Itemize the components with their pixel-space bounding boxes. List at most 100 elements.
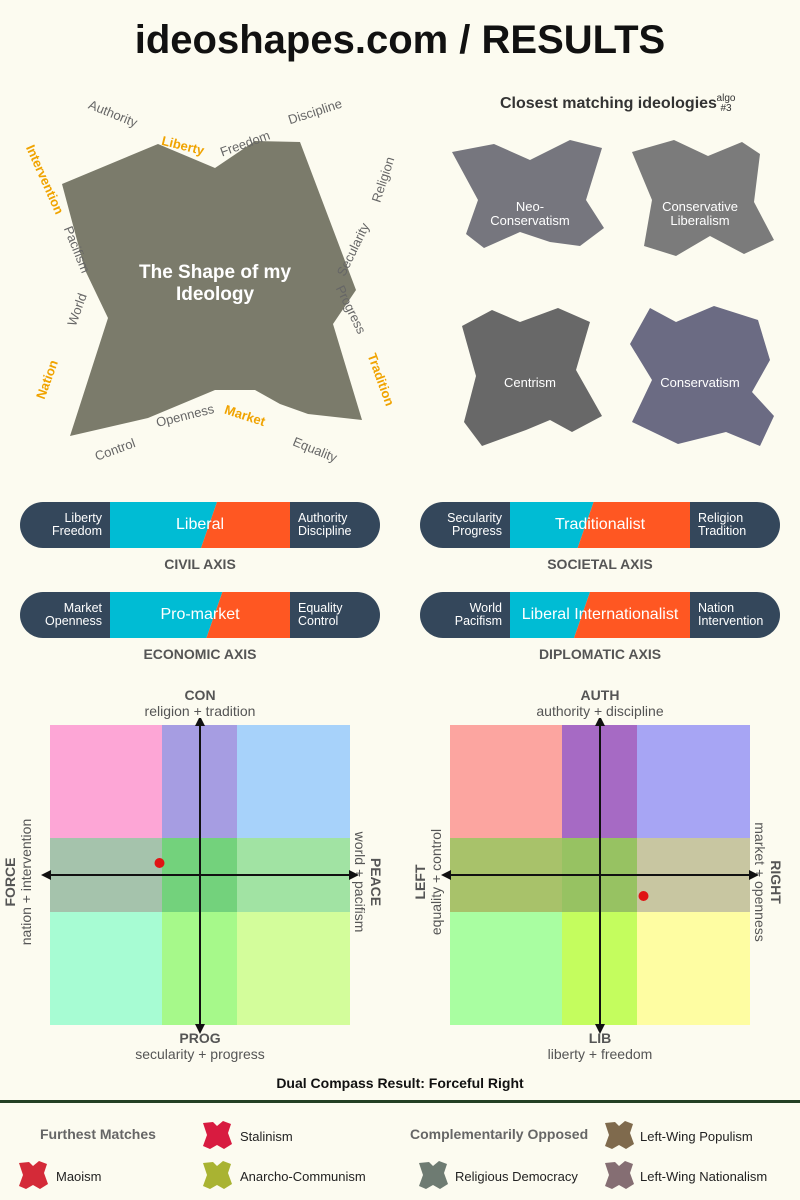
- shape-title-line2: Ideology: [175, 284, 255, 305]
- societal-result-label: Traditionalist: [554, 516, 646, 533]
- compass-cell: [637, 912, 750, 1025]
- diplomatic-right-end: Nation Intervention: [690, 592, 780, 638]
- shape-title-line1: The Shape of my: [138, 262, 292, 283]
- diplomatic-left-end: World Pacifism: [420, 592, 510, 638]
- algo-label: algo #3: [712, 94, 740, 114]
- ideology-mini-shape: [203, 1121, 232, 1149]
- diplomatic-result-label: Liberal Internationalist: [521, 606, 679, 623]
- closest-shape: [632, 140, 774, 256]
- furthest-item-maoism[interactable]: Maoism: [56, 1169, 102, 1184]
- anarcho-communism-icon: [203, 1161, 232, 1189]
- left-wing-populism-icon: [605, 1121, 634, 1149]
- societal-left1: Secularity: [447, 511, 502, 525]
- closest-label-3-l1: Centrism: [503, 375, 556, 390]
- compass1-right-label: PEACE world + pacifism: [352, 732, 384, 1032]
- compass2-left-head: LEFT: [412, 864, 428, 900]
- closest-shapes: [452, 140, 774, 446]
- diplomatic-right2: Intervention: [698, 614, 764, 628]
- closest-shape: [630, 306, 774, 446]
- compass1-top-head: CON: [184, 687, 216, 703]
- compass-arrow-left-icon: [441, 870, 451, 880]
- religious-democracy-icon: [419, 1161, 448, 1189]
- axis-fill-right: [577, 502, 690, 548]
- closest-shape: [452, 140, 604, 248]
- diplomatic-result: Liberal Internationalist: [510, 592, 690, 638]
- stalinism-icon: [203, 1121, 232, 1149]
- axis-fill-right: [206, 592, 290, 638]
- dual-compass-result: Dual Compass Result: Forceful Right: [276, 1075, 524, 1091]
- opposed-item-left-wing-nationalism[interactable]: Left-Wing Nationalism: [640, 1169, 768, 1184]
- maoism-icon: [19, 1161, 48, 1189]
- economic-left1: Market: [63, 601, 102, 615]
- compass-cell: [237, 912, 350, 1025]
- compass2-bottom-head: LIB: [588, 1030, 612, 1046]
- ideology-mini-shape: [419, 1161, 448, 1189]
- economic-result-label: Pro-market: [160, 606, 240, 623]
- furthest-item-anarcho-communism[interactable]: Anarcho-Communism: [240, 1169, 366, 1184]
- furthest-heading: Furthest Matches: [40, 1126, 156, 1142]
- compass1-left-head: FORCE: [2, 857, 18, 907]
- compass-arrow-down-icon: [195, 1024, 205, 1034]
- societal-right1: Religion: [698, 511, 744, 525]
- axis-fill-left: [510, 502, 594, 548]
- axis-fill-right: [574, 592, 690, 638]
- compass-arrow-up-icon: [595, 718, 605, 726]
- societal-axis-name: SOCIETAL AXIS: [547, 556, 653, 572]
- economic-right-end: Equality Control: [290, 592, 380, 638]
- compass2-grid: [441, 718, 759, 1034]
- civil-result-label: Liberal: [175, 516, 225, 533]
- compass-result-point: [638, 891, 649, 901]
- economic-left-end: Market Openness: [20, 592, 110, 638]
- economic-left2: Openness: [45, 614, 102, 628]
- compass2-right-label: RIGHT market + openness: [752, 732, 784, 1032]
- compass-arrow-up-icon: [195, 718, 205, 726]
- compass-cell: [637, 725, 750, 838]
- civil-right2: Discipline: [298, 524, 352, 538]
- compass2-left-sub: equality + control: [428, 828, 444, 936]
- opposed-item-religious-democracy[interactable]: Religious Democracy: [455, 1169, 578, 1184]
- compass-arrow-down-icon: [595, 1024, 605, 1034]
- compass2-top-head: AUTH: [580, 687, 620, 703]
- compass2-left-label: LEFT equality + control: [412, 732, 444, 1032]
- civil-left1: Liberty: [64, 511, 102, 525]
- civil-left-end: Liberty Freedom: [20, 502, 110, 548]
- compass-arrow-right-icon: [349, 870, 359, 880]
- left-wing-nationalism-icon: [605, 1161, 634, 1189]
- furthest-item-stalinism[interactable]: Stalinism: [240, 1129, 293, 1144]
- compass1-right-head: PEACE: [368, 857, 384, 907]
- compass-cell: [237, 725, 350, 838]
- ideology-mini-shape: [203, 1161, 232, 1189]
- ideology-mini-shape: [19, 1161, 48, 1189]
- compass1-right-sub: world + pacifism: [352, 831, 368, 933]
- page-title: ideoshapes.com / RESULTS: [134, 18, 666, 62]
- ideology-mini-shape: [605, 1161, 634, 1189]
- diplomatic-left1: World: [469, 601, 502, 615]
- societal-right2: Tradition: [698, 524, 747, 538]
- compass-result-point: [154, 858, 165, 868]
- compass2-top-sub: authority + discipline: [536, 703, 664, 719]
- diplomatic-left2: Pacifism: [454, 614, 502, 628]
- ideology-shape: [62, 141, 362, 436]
- compass1-left-sub: nation + intervention: [18, 818, 34, 946]
- economic-right2: Control: [298, 614, 339, 628]
- closest-label-2-l1: Conservative: [662, 199, 738, 214]
- closest-label-3: Centrism: [470, 376, 590, 390]
- compass1-top-sub: religion + tradition: [144, 703, 256, 719]
- compass1-bottom-head: PROG: [179, 1030, 221, 1046]
- opposed-item-left-wing-populism[interactable]: Left-Wing Populism: [640, 1129, 753, 1144]
- societal-axis-bar: Secularity Progress Traditionalist Religi…: [420, 502, 780, 548]
- civil-right1: Authority: [298, 511, 348, 525]
- compass1-left-label: FORCE nation + intervention: [2, 732, 34, 1032]
- algo-line1: algo: [716, 93, 736, 104]
- closest-label-2-l2: Liberalism: [670, 213, 730, 228]
- compass-cell: [50, 725, 162, 838]
- closest-label-4-l1: Conservatism: [660, 375, 740, 390]
- economic-axis-name: ECONOMIC AXIS: [143, 646, 257, 662]
- closest-label-4: Conservatism: [640, 376, 760, 390]
- axis-fill-right: [201, 502, 290, 548]
- compass-cell: [450, 912, 562, 1025]
- diplomatic-axis-name: DIPLOMATIC AXIS: [538, 646, 662, 662]
- diplomatic-right1: Nation: [698, 601, 735, 615]
- societal-left-end: Secularity Progress: [420, 502, 510, 548]
- compass-cell: [450, 725, 562, 838]
